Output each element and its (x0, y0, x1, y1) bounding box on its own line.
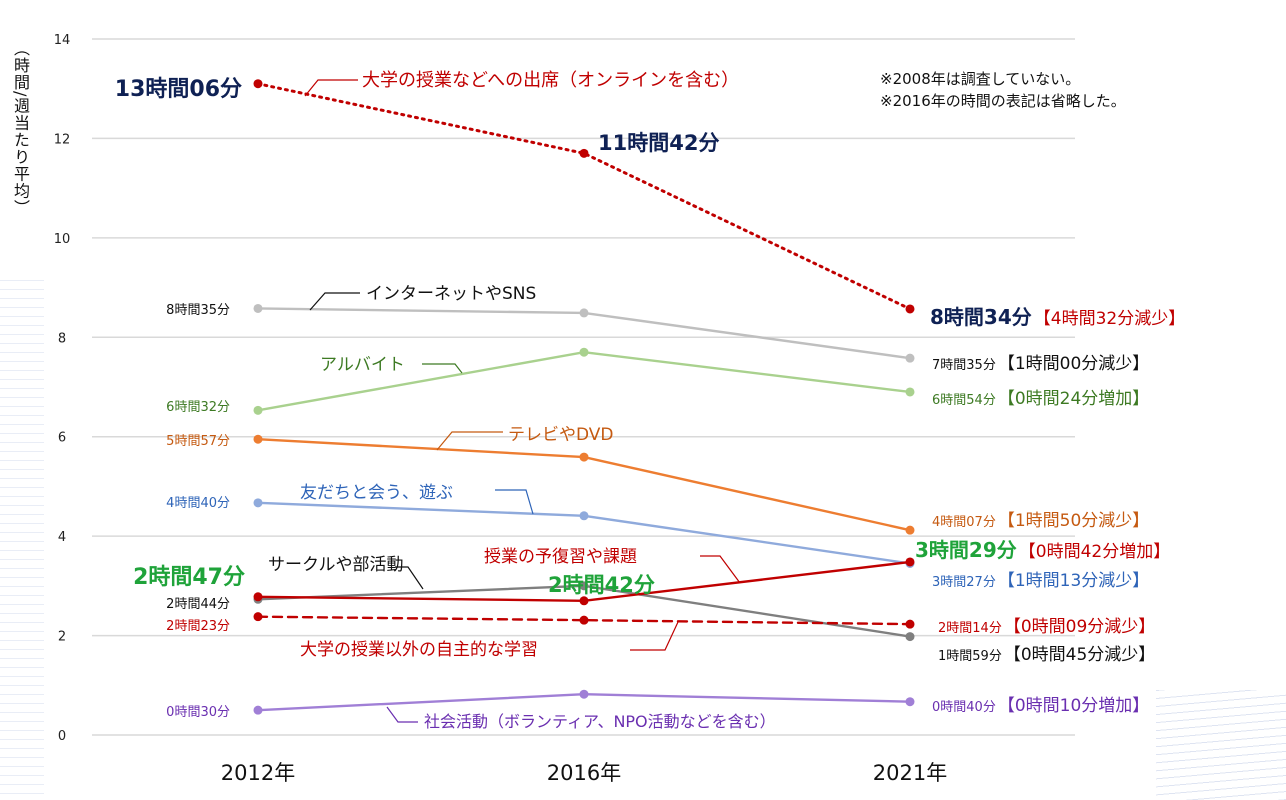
data-point (579, 148, 589, 158)
data-point (579, 452, 589, 462)
y-tick-label: 0 (58, 729, 66, 744)
change-label: 【0時間42分増加】 (1019, 542, 1170, 562)
y-tick-label: 12 (54, 132, 71, 147)
change-label: 【1時間13分減少】 (998, 571, 1149, 591)
data-point (253, 79, 263, 89)
mid-value-label: 2時間42分 (548, 573, 655, 597)
end-value-label: 3時間27分 (932, 575, 996, 590)
y-tick-label: 8 (58, 331, 66, 346)
series-name-label: 授業の予復習や課題 (484, 547, 637, 567)
series-line (256, 615, 912, 626)
end-value-label: 3時間29分 (915, 538, 1017, 562)
data-point (253, 705, 263, 715)
note-line: ※2008年は調査していない。 (880, 70, 1081, 88)
data-point (579, 347, 589, 357)
data-point (579, 581, 589, 591)
y-axis-label: （時間/週当たり平均） (11, 40, 30, 217)
data-point (253, 434, 263, 444)
series-name-label: アルバイト (320, 355, 405, 375)
series-name-label: テレビやDVD (508, 425, 614, 445)
leader-line (436, 431, 503, 451)
leader-line (386, 706, 418, 723)
leader-line (700, 555, 741, 584)
data-point (579, 689, 589, 699)
series-name-label: 友だちと会う、遊ぶ (300, 483, 453, 503)
data-point (905, 632, 915, 642)
data-point (905, 697, 915, 707)
x-tick-label: 2016年 (547, 761, 621, 785)
note-line: ※2016年の時間の表記は省略した。 (880, 92, 1126, 110)
start-value-label: 2時間44分 (166, 597, 230, 612)
y-tick-label: 6 (58, 431, 66, 446)
start-value-label: 6時間32分 (166, 400, 230, 415)
end-value-label: 8時間34分 (930, 305, 1032, 329)
y-tick-label: 14 (54, 33, 71, 48)
change-label: 【1時間50分減少】 (998, 511, 1149, 531)
change-label: 【1時間00分減少】 (998, 354, 1149, 374)
data-point (253, 303, 263, 313)
leader-line (304, 79, 358, 97)
start-value-label: 2時間47分 (133, 565, 245, 590)
end-value-label: 2時間14分 (938, 621, 1002, 636)
change-label: 【4時間32分減少】 (1034, 309, 1185, 329)
data-point (905, 387, 915, 397)
series-line (256, 82, 912, 311)
data-point (905, 353, 915, 363)
data-point (579, 615, 589, 625)
start-value-label: 4時間40分 (166, 496, 230, 511)
change-label: 【0時間09分減少】 (1004, 617, 1155, 637)
data-point (579, 596, 589, 606)
data-point (253, 612, 263, 622)
data-point (905, 525, 915, 535)
end-value-label: 7時間35分 (932, 358, 996, 373)
data-point (253, 592, 263, 602)
end-value-label: 6時間54分 (932, 393, 996, 408)
y-tick-label: 4 (58, 530, 66, 545)
data-point (905, 619, 915, 629)
start-value-label: 2時間23分 (166, 619, 230, 634)
data-point (579, 308, 589, 318)
start-value-label: 0時間30分 (166, 705, 230, 720)
background-decoration-left (0, 280, 44, 800)
data-point (253, 498, 263, 508)
leader-line (395, 566, 424, 590)
series-name-label: 大学の授業以外の自主的な学習 (300, 640, 538, 660)
series-name-label: インターネットやSNS (366, 284, 536, 304)
start-value-label: 13時間06分 (115, 77, 242, 102)
x-tick-label: 2012年 (221, 761, 295, 785)
data-point (905, 557, 915, 567)
y-tick-label: 2 (58, 630, 66, 645)
end-value-label: 1時間59分 (938, 649, 1002, 664)
series-name-label: 大学の授業などへの出席（オンラインを含む） (362, 70, 739, 91)
data-point (905, 304, 915, 314)
leader-line (422, 363, 463, 374)
series-name-label: 社会活動（ボランティア、NPO活動などを含む） (424, 712, 776, 731)
x-tick-label: 2021年 (873, 761, 947, 785)
change-label: 【0時間45分減少】 (1004, 645, 1155, 665)
data-point (579, 511, 589, 521)
leader-line (495, 489, 534, 515)
data-point (253, 405, 263, 415)
end-value-label: 0時間40分 (932, 700, 996, 715)
notes: ※2008年は調査していない。 ※2016年の時間の表記は省略した。 (880, 68, 1126, 112)
start-value-label: 8時間35分 (166, 303, 230, 318)
change-label: 【0時間24分増加】 (998, 389, 1149, 409)
leader-line (630, 621, 679, 651)
change-label: 【0時間10分増加】 (998, 696, 1149, 716)
y-tick-label: 10 (54, 232, 71, 247)
series-name-label: サークルや部活動 (268, 555, 404, 575)
background-decoration-right (1156, 690, 1286, 800)
leader-line (309, 292, 360, 311)
mid-value-label: 11時間42分 (598, 131, 719, 155)
end-value-label: 4時間07分 (932, 515, 996, 530)
start-value-label: 5時間57分 (166, 434, 230, 449)
